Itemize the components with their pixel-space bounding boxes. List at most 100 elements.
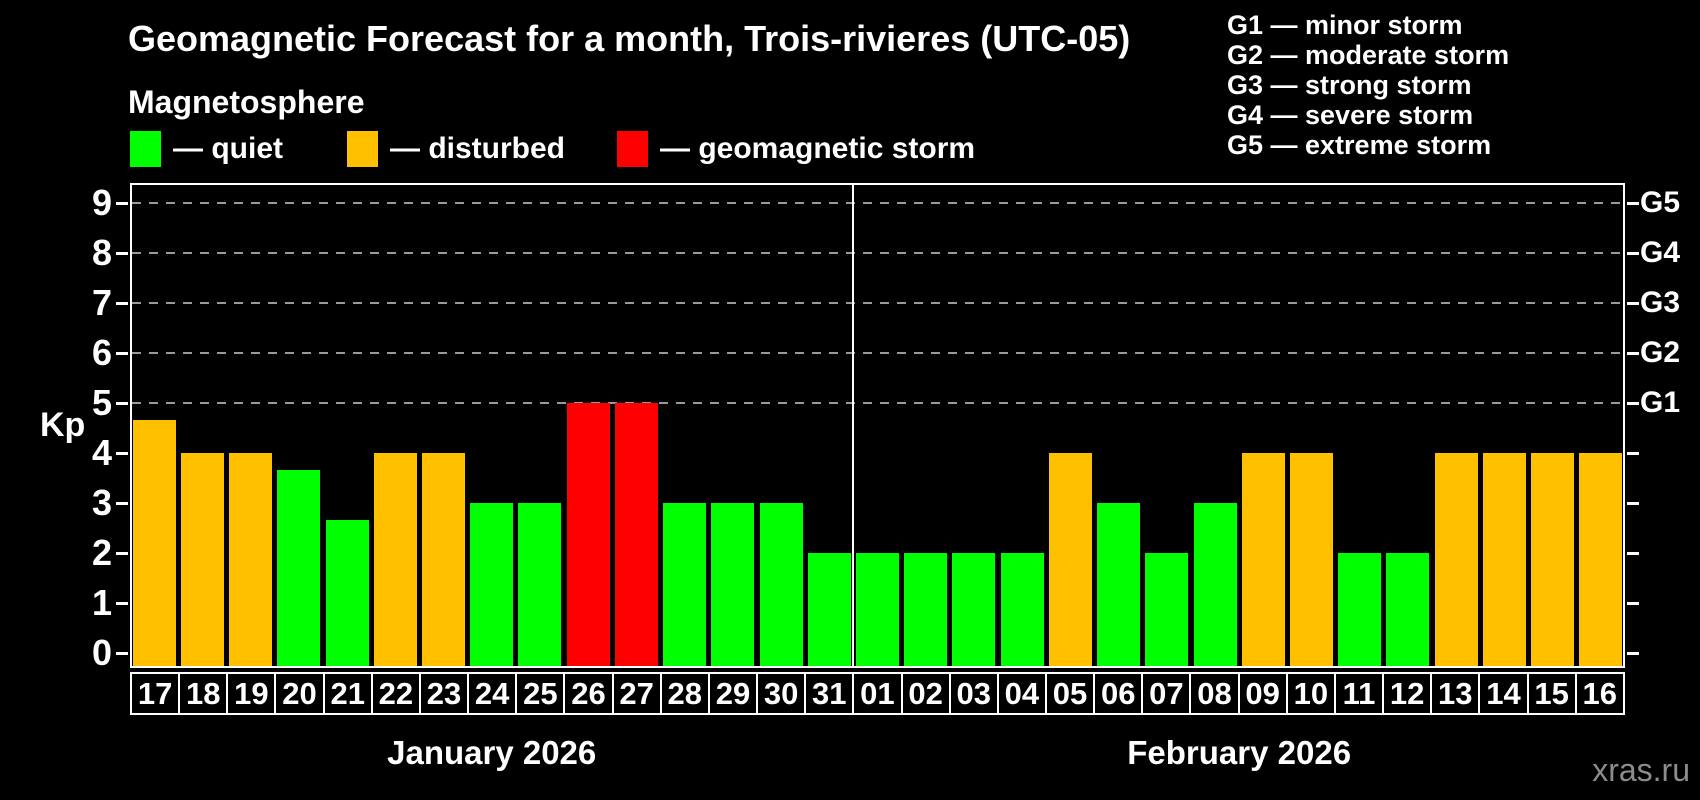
y-axis-tick (1627, 652, 1639, 655)
y-axis-tick (116, 402, 128, 405)
page-title: Geomagnetic Forecast for a month, Trois-… (128, 18, 1131, 59)
kp-bar (1048, 453, 1092, 666)
kp-bar (566, 403, 610, 666)
kp-bar (904, 553, 948, 666)
kp-bar (807, 553, 851, 666)
kp-bar (1482, 453, 1526, 666)
day-cell: 03 (948, 672, 999, 715)
day-cell: 27 (611, 672, 662, 715)
day-axis: 17 18 19 20 21 22 23 24 25 26 27 28 29 30 31 01 02 03 04 05… (130, 672, 1625, 715)
kp-bar (518, 503, 562, 666)
kp-bar (614, 403, 658, 666)
legend-item-storm: — geomagnetic storm (617, 130, 975, 168)
y-tick-label: 8 (91, 232, 112, 273)
kp-bar (1434, 453, 1478, 666)
y-tick-label: 3 (91, 482, 112, 523)
y-axis-tick (116, 252, 128, 255)
y-axis-tick (116, 202, 128, 205)
day-cell: 10 (1285, 672, 1336, 715)
kp-bar (711, 503, 755, 666)
gridline (132, 252, 1623, 254)
kp-bar (1145, 553, 1189, 666)
kp-axis-label: Kp (40, 406, 86, 444)
gridline (132, 402, 1623, 404)
kp-bar (229, 453, 273, 666)
day-cell: 12 (1382, 672, 1433, 715)
day-cell: 25 (515, 672, 566, 715)
day-cell: 11 (1333, 672, 1385, 715)
gridline (132, 202, 1623, 204)
day-cell: 28 (659, 672, 710, 715)
day-cell: 17 (130, 672, 181, 715)
y-axis-tick (1627, 602, 1639, 605)
kp-bar (1000, 553, 1044, 666)
g-legend-line: G1 — minor storm (1227, 10, 1463, 40)
kp-bar (277, 469, 321, 666)
day-cell: 20 (274, 672, 325, 715)
y-tick-label: 7 (91, 282, 112, 323)
day-cell: 02 (900, 672, 951, 715)
y-axis-tick (116, 602, 128, 605)
g-legend-line: G4 — severe storm (1227, 100, 1474, 130)
y-axis-tick (116, 352, 128, 355)
y-axis-tick (1627, 252, 1639, 255)
gridline (132, 352, 1623, 354)
day-cell: 13 (1430, 672, 1481, 715)
plot-area (116, 183, 1639, 668)
day-cell: 05 (1044, 672, 1096, 715)
kp-bar (759, 503, 803, 666)
kp-bar (856, 553, 899, 666)
y-axis-tick (1627, 352, 1639, 355)
y-tick-label: 2 (91, 532, 112, 573)
month-label-february: February 2026 (1127, 734, 1352, 771)
storm-swatch-icon (617, 131, 648, 167)
day-cell: 22 (370, 672, 421, 715)
day-cell: 06 (1093, 672, 1144, 715)
day-cell: 26 (563, 672, 614, 715)
kp-bar (1386, 553, 1430, 666)
y-tick-label: 1 (91, 582, 112, 623)
y-axis-tick (1627, 402, 1639, 405)
kp-bar (1579, 453, 1623, 666)
y-tick-label: 5 (91, 382, 112, 423)
y-axis-tick (116, 652, 128, 655)
kp-bar (470, 503, 514, 666)
y-axis-tick (116, 502, 128, 505)
y-axis-tick (1627, 552, 1639, 555)
chart-subtitle: Magnetosphere (128, 84, 365, 120)
legend-item-disturbed: — disturbed (347, 130, 565, 168)
y-axis-tick (1627, 202, 1639, 205)
watermark: xras.ru (1592, 752, 1690, 788)
day-cell: 29 (707, 672, 759, 715)
y-axis-tick (116, 452, 128, 455)
legend-label-disturbed: — disturbed (390, 132, 566, 165)
day-cell: 24 (467, 672, 518, 715)
y-tick-label: 0 (91, 632, 112, 673)
month-label-january: January 2026 (387, 734, 597, 771)
kp-bar (180, 453, 224, 666)
day-cell: 30 (756, 672, 807, 715)
g-axis-label: G4 (1640, 236, 1681, 269)
g-legend-line: G3 — strong storm (1227, 70, 1472, 100)
g-scale-legend: G1 — minor storm G2 — moderate storm G3 — … (1227, 10, 1509, 160)
y-axis-tick (1627, 302, 1639, 305)
kp-bar (1193, 503, 1237, 666)
kp-bar (325, 519, 369, 666)
g-axis-label: G3 (1640, 286, 1681, 319)
kp-bar (1241, 453, 1285, 666)
day-cell: 15 (1526, 672, 1577, 715)
day-cell: 21 (322, 672, 373, 715)
kp-bar (952, 553, 996, 666)
y-axis-tick (1627, 502, 1639, 505)
quiet-swatch-icon (130, 131, 161, 167)
kp-bar (132, 419, 176, 666)
y-axis-tick (116, 302, 128, 305)
day-cell: 04 (996, 672, 1047, 715)
day-cell: 16 (1574, 672, 1625, 715)
kp-bar (1097, 503, 1141, 666)
day-cell: 19 (226, 672, 277, 715)
day-cell: 07 (1141, 672, 1192, 715)
day-cell: 18 (178, 672, 229, 715)
legend-label-quiet: — quiet (173, 132, 283, 165)
